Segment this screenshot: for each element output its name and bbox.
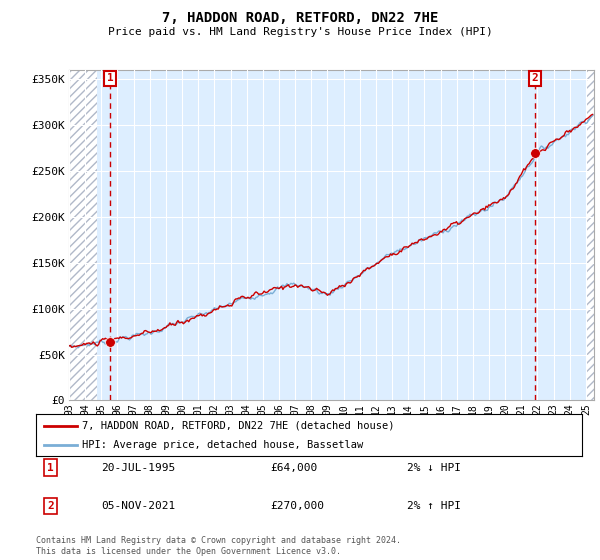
Text: 2: 2 [532,73,538,83]
Text: HPI: Average price, detached house, Bassetlaw: HPI: Average price, detached house, Bass… [82,440,364,450]
Text: £64,000: £64,000 [271,463,318,473]
Text: Contains HM Land Registry data © Crown copyright and database right 2024.
This d: Contains HM Land Registry data © Crown c… [36,536,401,556]
Text: 05-NOV-2021: 05-NOV-2021 [101,501,176,511]
Text: £270,000: £270,000 [271,501,325,511]
Text: 2% ↓ HPI: 2% ↓ HPI [407,463,461,473]
Text: 7, HADDON ROAD, RETFORD, DN22 7HE: 7, HADDON ROAD, RETFORD, DN22 7HE [162,11,438,25]
Text: 1: 1 [47,463,53,473]
Text: 7, HADDON ROAD, RETFORD, DN22 7HE (detached house): 7, HADDON ROAD, RETFORD, DN22 7HE (detac… [82,421,395,431]
Text: 20-JUL-1995: 20-JUL-1995 [101,463,176,473]
Text: Price paid vs. HM Land Registry's House Price Index (HPI): Price paid vs. HM Land Registry's House … [107,27,493,37]
Text: 2% ↑ HPI: 2% ↑ HPI [407,501,461,511]
Text: 2: 2 [47,501,53,511]
Text: 1: 1 [107,73,113,83]
